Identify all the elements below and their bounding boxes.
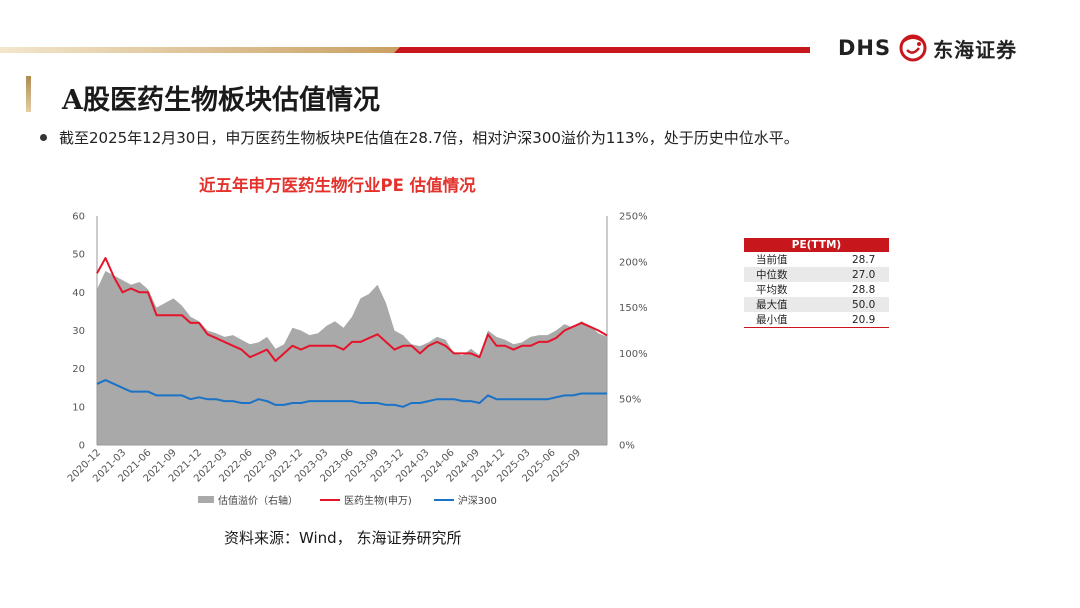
csi300-pe-line <box>96 379 607 408</box>
y-right-tick-label: 100% <box>619 349 648 360</box>
y-right-tick-label: 0% <box>619 441 635 452</box>
page-title: A股医药生物板块估值情况 <box>62 85 380 116</box>
y-left-tick-label: 10 <box>72 402 85 413</box>
summary-text: 截至2025年12月30日，申万医药生物板块PE估值在28.7倍，相对沪深300… <box>59 129 799 147</box>
legend-label: 沪深300 <box>457 496 497 507</box>
table-row: 最小值 20.9 <box>744 312 889 328</box>
row-value: 28.8 <box>851 283 876 296</box>
row-label: 平均数 <box>756 284 788 296</box>
legend-swatch-red-line <box>320 498 340 501</box>
table-row: 最大值 50.0 <box>744 297 889 312</box>
legend-label: 估值溢价（右轴） <box>218 496 298 507</box>
summary-bullet: 截至2025年12月30日，申万医药生物板块PE估值在28.7倍，相对沪深300… <box>40 127 799 148</box>
row-value: 20.9 <box>838 312 889 328</box>
chart-legend: 估值溢价（右轴） 医药生物(申万) 沪深300 <box>198 492 519 507</box>
row-label: 当前值 <box>756 254 788 266</box>
row-value: 50.0 <box>838 297 889 312</box>
header-gold-bar <box>0 47 400 53</box>
dragon-emblem-icon <box>899 34 927 62</box>
legend-item-premium: 估值溢价（右轴） <box>198 492 298 507</box>
pharma-pe-line <box>96 257 608 362</box>
title-accent-bar <box>26 76 31 112</box>
chart-title: 近五年申万医药生物行业PE 估值情况 <box>199 176 476 195</box>
y-right-tick-label: 50% <box>619 395 641 406</box>
row-label: 最小值 <box>744 312 839 328</box>
table-row: 中位数 27.0 <box>744 267 889 282</box>
pe-stats-table: PE(TTM) 当前值 28.7 中位数 27.0 平均数 28.8 最大值 50.0 … <box>744 238 889 328</box>
row-value: 28.7 <box>851 253 876 266</box>
y-left-tick-label: 40 <box>72 288 85 299</box>
table-row: 平均数 28.8 <box>744 282 889 297</box>
y-left-tick-label: 60 <box>72 212 85 223</box>
legend-swatch-area <box>198 496 214 503</box>
legend-item-pharma: 医药生物(申万) <box>320 492 412 507</box>
y-right-tick-label: 150% <box>619 303 648 314</box>
company-logo: DHS 东海证券 <box>838 30 1017 66</box>
premium-area-series <box>97 271 607 445</box>
legend-swatch-blue-line <box>433 498 454 501</box>
logo-text: DHS <box>838 36 892 60</box>
row-label: 最大值 <box>744 297 839 312</box>
legend-item-csi300: 沪深300 <box>433 492 497 507</box>
table-header: PE(TTM) <box>744 238 889 252</box>
y-right-tick-label: 250% <box>619 212 648 223</box>
table-row: 当前值 28.7 <box>744 252 889 267</box>
header-red-bar <box>394 47 810 53</box>
y-left-tick-label: 20 <box>72 364 85 375</box>
legend-label: 医药生物(申万) <box>344 496 412 507</box>
row-value: 27.0 <box>838 267 889 282</box>
y-left-tick-label: 0 <box>79 441 85 452</box>
y-right-tick-label: 200% <box>619 257 648 268</box>
logo-chinese-name: 东海证券 <box>933 37 1018 62</box>
data-source-note: 资料来源：Wind， 东海证券研究所 <box>224 529 462 547</box>
row-label: 中位数 <box>744 267 839 282</box>
y-left-tick-label: 30 <box>72 326 85 337</box>
bullet-dot-icon <box>40 134 47 141</box>
y-left-tick-label: 50 <box>72 250 85 261</box>
